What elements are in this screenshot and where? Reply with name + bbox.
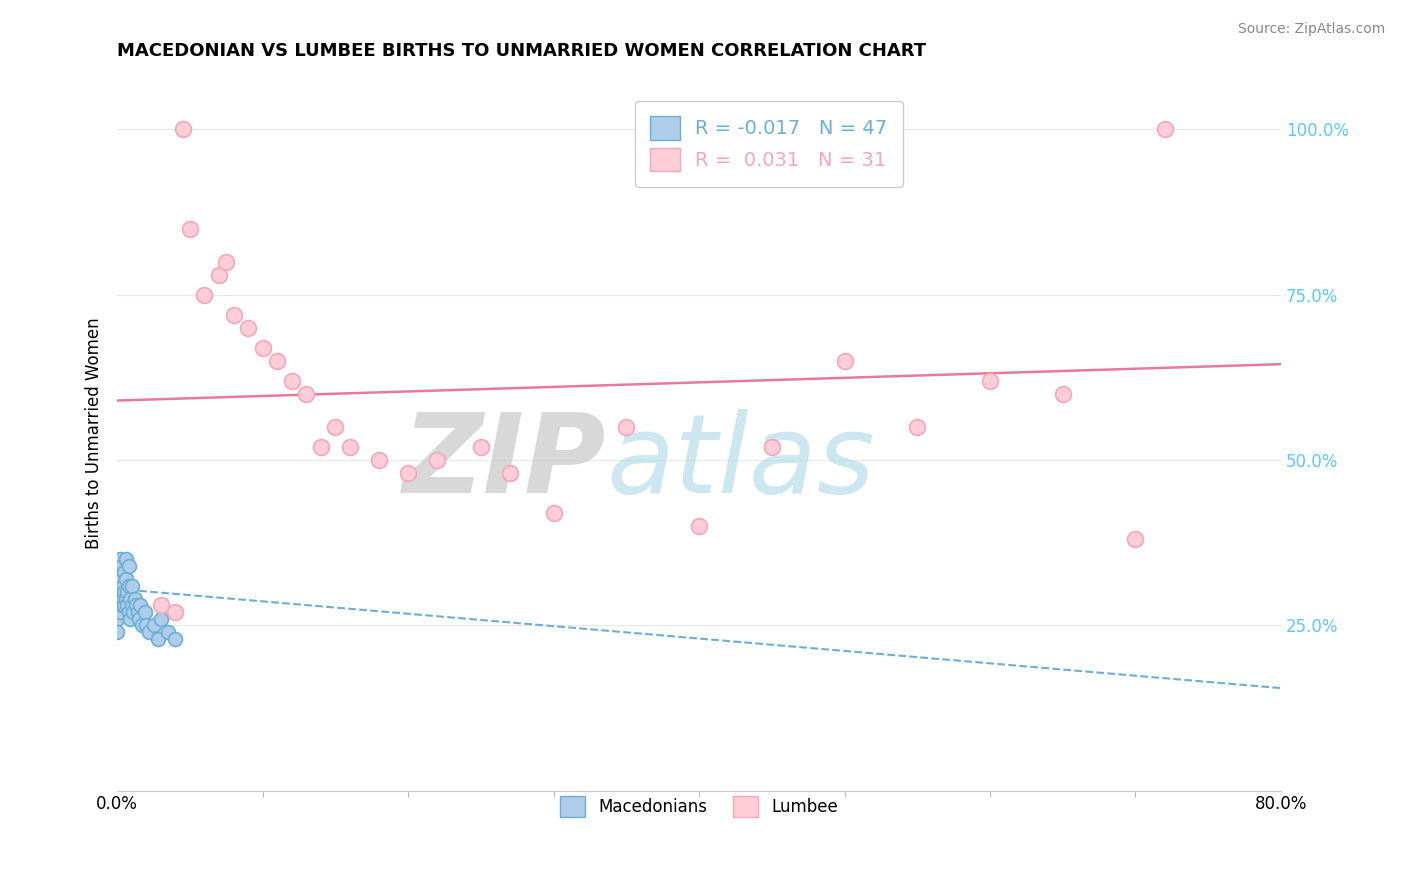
Point <box>215 254 238 268</box>
Point <box>172 122 194 136</box>
Point <box>115 591 138 606</box>
Point <box>146 632 169 646</box>
Point <box>1125 533 1147 547</box>
Point <box>108 605 131 619</box>
Point <box>208 268 231 282</box>
Point <box>688 519 710 533</box>
Point <box>107 599 129 613</box>
Point <box>114 566 136 580</box>
Point <box>128 612 150 626</box>
Point <box>124 591 146 606</box>
Point <box>142 618 165 632</box>
Point <box>108 552 131 566</box>
Point <box>107 579 129 593</box>
Point <box>1153 122 1175 136</box>
Point <box>118 579 141 593</box>
Point <box>115 552 138 566</box>
Point <box>295 387 318 401</box>
Point <box>120 591 142 606</box>
Point <box>368 453 391 467</box>
Point <box>108 585 131 599</box>
Point <box>905 420 928 434</box>
Point <box>121 579 143 593</box>
Point <box>110 572 132 586</box>
Point <box>131 618 153 632</box>
Point <box>118 558 141 573</box>
Text: atlas: atlas <box>606 409 875 516</box>
Point <box>135 618 157 632</box>
Point <box>121 599 143 613</box>
Point <box>157 624 180 639</box>
Point <box>127 605 149 619</box>
Point <box>222 308 245 322</box>
Point <box>614 420 637 434</box>
Point <box>122 605 145 619</box>
Point <box>114 585 136 599</box>
Point <box>165 632 187 646</box>
Point <box>118 605 141 619</box>
Point <box>107 566 129 580</box>
Point <box>236 321 259 335</box>
Point <box>543 506 565 520</box>
Point <box>111 579 134 593</box>
Point <box>105 591 128 606</box>
Point <box>117 599 139 613</box>
Point <box>105 612 128 626</box>
Point <box>761 440 783 454</box>
Point <box>426 453 449 467</box>
Text: ZIP: ZIP <box>402 409 606 516</box>
Point <box>120 612 142 626</box>
Point <box>105 605 128 619</box>
Point <box>114 599 136 613</box>
Point <box>325 420 347 434</box>
Point <box>149 612 172 626</box>
Text: MACEDONIAN VS LUMBEE BIRTHS TO UNMARRIED WOMEN CORRELATION CHART: MACEDONIAN VS LUMBEE BIRTHS TO UNMARRIED… <box>117 42 927 60</box>
Point <box>105 572 128 586</box>
Point <box>125 599 148 613</box>
Text: Source: ZipAtlas.com: Source: ZipAtlas.com <box>1237 22 1385 37</box>
Point <box>105 585 128 599</box>
Point <box>309 440 332 454</box>
Point <box>165 605 187 619</box>
Point <box>134 605 156 619</box>
Point <box>252 341 274 355</box>
Point <box>129 599 152 613</box>
Point <box>266 354 288 368</box>
Point <box>396 467 419 481</box>
Point <box>138 624 160 639</box>
Point <box>281 374 304 388</box>
Point <box>499 467 522 481</box>
Point <box>117 585 139 599</box>
Legend: Macedonians, Lumbee: Macedonians, Lumbee <box>553 789 846 825</box>
Point <box>115 572 138 586</box>
Point <box>110 599 132 613</box>
Point <box>470 440 492 454</box>
Point <box>179 221 201 235</box>
Point <box>149 599 172 613</box>
Point <box>1052 387 1074 401</box>
Point <box>979 374 1001 388</box>
Point <box>111 591 134 606</box>
Point <box>110 558 132 573</box>
Point <box>339 440 361 454</box>
Point <box>193 287 215 301</box>
Point <box>834 354 856 368</box>
Y-axis label: Births to Unmarried Women: Births to Unmarried Women <box>86 318 103 549</box>
Point <box>105 624 128 639</box>
